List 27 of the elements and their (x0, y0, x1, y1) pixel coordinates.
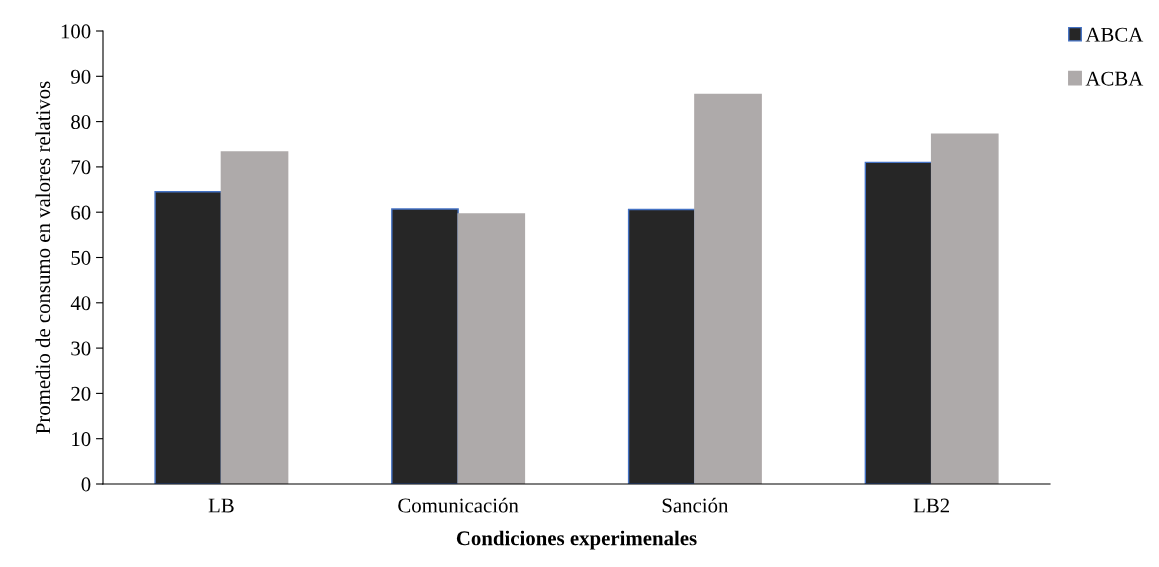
y-tick-label: 60 (71, 205, 91, 220)
y-tick-label: 90 (71, 69, 91, 84)
bar (694, 93, 762, 484)
bar (864, 161, 933, 484)
x-tick-label: Comunicación (398, 497, 519, 513)
bar (391, 208, 459, 484)
bar (154, 191, 223, 484)
y-tick-label: 80 (71, 114, 91, 130)
x-tick-label: LB2 (913, 498, 949, 513)
y-tick-label: 40 (70, 296, 91, 311)
y-tick-label: 10 (72, 432, 91, 447)
y-tick-label: 50 (71, 250, 91, 265)
y-tick-label: 70 (71, 160, 91, 175)
bar (457, 213, 526, 484)
legend-label: ACBA (1085, 71, 1144, 86)
y-tick-label: 100 (61, 24, 91, 39)
y-tick-label: 30 (71, 341, 91, 356)
y-tick-label: 20 (71, 386, 91, 401)
bar (627, 208, 696, 484)
x-tick-label: LB (208, 498, 234, 513)
x-axis-title: Condiciones experimenales (456, 530, 697, 550)
y-axis-title: Promedio de consumo en valores relativos (35, 81, 51, 434)
y-tick-label: 0 (81, 477, 91, 492)
x-tick-label: Sanción (662, 497, 729, 513)
bar (930, 133, 999, 484)
legend-label: ABCA (1085, 27, 1144, 42)
bar (220, 151, 289, 484)
